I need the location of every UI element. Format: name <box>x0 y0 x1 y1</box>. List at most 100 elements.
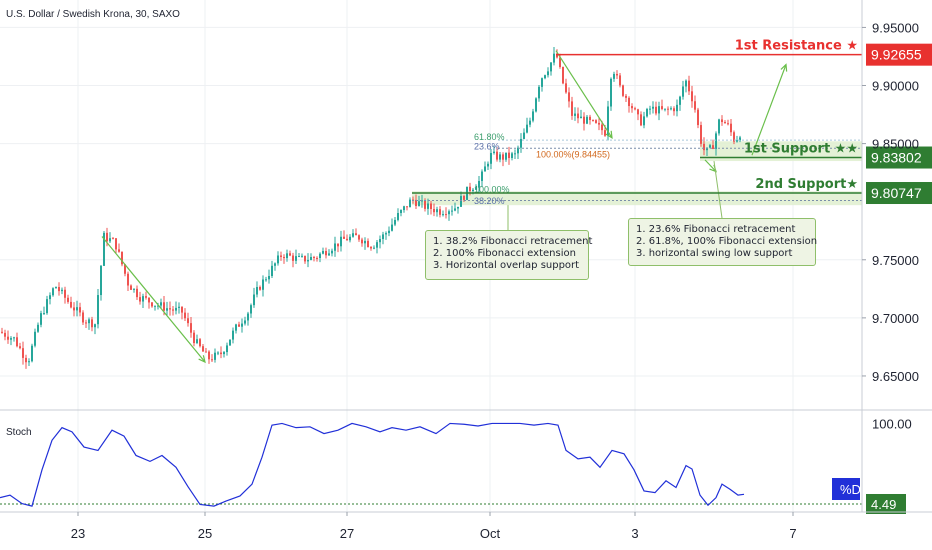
candle-body <box>103 232 105 266</box>
candle-body <box>271 265 273 277</box>
candle-body <box>310 257 312 260</box>
level-price-text: 9.83802 <box>871 150 922 166</box>
candle-body <box>682 86 684 97</box>
fibonacci-label: 61.80% <box>474 132 505 142</box>
candle-body <box>319 253 321 258</box>
candle-body <box>289 253 291 256</box>
candle-body <box>316 257 318 259</box>
candle-body <box>520 138 522 148</box>
candle-body <box>358 235 360 240</box>
candle-body <box>292 255 294 261</box>
candle-body <box>379 239 381 243</box>
time-tick-label: 23 <box>71 526 85 541</box>
candle-body <box>148 297 150 303</box>
candle-body <box>544 75 546 79</box>
candle-body <box>325 251 327 256</box>
candle-body <box>454 208 456 211</box>
candle-body <box>553 53 555 63</box>
candle-body <box>115 238 117 250</box>
price-tick-label: 9.90000 <box>872 79 919 94</box>
candle-body <box>478 180 480 188</box>
candle-body <box>526 124 528 133</box>
candle-body <box>685 80 687 87</box>
candle-body <box>694 101 696 110</box>
candle-body <box>166 308 168 311</box>
candle-body <box>622 85 624 96</box>
candle-body <box>109 238 111 242</box>
time-tick-label: 25 <box>198 526 212 541</box>
pattern-arrow-line <box>751 64 787 156</box>
candle-body <box>301 255 303 257</box>
pattern-arrows <box>101 50 788 364</box>
level-label: 1st Resistance ★ <box>735 39 858 54</box>
candle-body <box>133 288 135 290</box>
candle-body <box>313 257 315 259</box>
candle-body <box>430 203 432 209</box>
candle-body <box>22 348 24 358</box>
price-tick-label: 9.95000 <box>872 20 919 35</box>
candle-body <box>202 346 204 352</box>
candle-body <box>619 75 621 86</box>
candle-body <box>631 106 633 109</box>
candle-body <box>673 108 675 112</box>
candle-body <box>646 109 648 117</box>
candle-body <box>637 109 639 115</box>
candle-body <box>355 233 357 236</box>
candle-body <box>373 247 375 249</box>
candle-body <box>217 352 219 354</box>
candle-body <box>322 251 324 254</box>
candle-body <box>157 305 159 307</box>
candle-body <box>193 332 195 344</box>
candle-body <box>547 71 549 76</box>
candle-body <box>226 345 228 353</box>
time-tick-label: 3 <box>631 526 638 541</box>
stoch-series-tag <box>832 478 860 500</box>
candle-body <box>181 306 183 313</box>
candle-body <box>469 186 471 192</box>
candle-body <box>139 297 141 302</box>
candle-body <box>118 249 120 252</box>
candle-body <box>91 319 93 328</box>
stoch-value-tag <box>866 493 906 514</box>
candle-body <box>529 120 531 125</box>
candle-body <box>700 125 702 144</box>
candle-body <box>472 189 474 192</box>
candle-body <box>334 243 336 251</box>
candle-body <box>718 119 720 134</box>
candle-body <box>145 296 147 298</box>
annotation-1-line-3: 3. Horizontal overlap support <box>433 260 580 271</box>
candle-body <box>55 287 57 289</box>
candlestick-series <box>1 47 741 369</box>
candle-body <box>328 253 330 256</box>
candle-body <box>691 91 693 102</box>
candle-body <box>247 313 249 321</box>
stoch-series-label: %D <box>840 482 861 497</box>
candle-body <box>517 147 519 154</box>
candle-body <box>451 210 453 212</box>
candle-body <box>76 307 78 311</box>
candle-body <box>652 106 654 109</box>
candle-body <box>232 330 234 340</box>
candle-body <box>403 206 405 211</box>
candle-body <box>670 108 672 110</box>
candle-body <box>250 305 252 314</box>
candle-body <box>277 255 279 264</box>
candle-body <box>457 206 459 209</box>
candle-body <box>733 132 735 142</box>
candle-body <box>604 130 606 136</box>
candle-body <box>25 357 27 363</box>
candle-body <box>598 122 600 125</box>
annotation-1-line-1: 1. 38.2% Fibonacci retracement <box>433 236 593 247</box>
candle-body <box>565 83 567 93</box>
candle-body <box>187 318 189 324</box>
pattern-arrow-head <box>605 130 613 139</box>
candle-body <box>613 73 615 79</box>
candle-body <box>409 199 411 208</box>
candle-body <box>4 332 6 337</box>
candle-body <box>538 86 540 99</box>
candle-body <box>496 151 498 160</box>
candle-body <box>586 116 588 124</box>
candle-body <box>124 264 126 274</box>
